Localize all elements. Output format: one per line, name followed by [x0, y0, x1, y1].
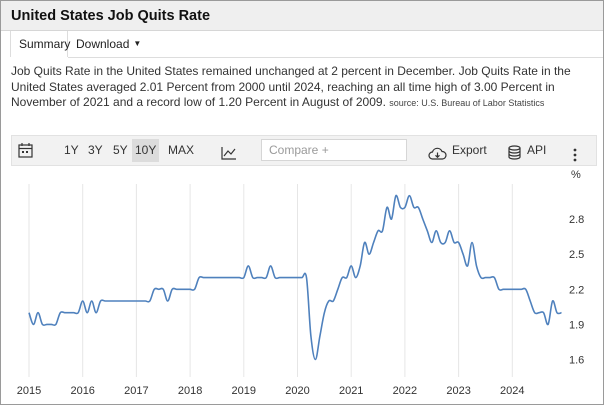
y-tick-label: 1.6 — [569, 354, 584, 366]
x-tick-label: 2023 — [446, 385, 470, 397]
grid-layer — [29, 184, 512, 377]
x-tick-label: 2017 — [124, 385, 148, 397]
x-tick-label: 2024 — [500, 385, 524, 397]
line-chart: 1.6 1.9 2.2 2.5 2.8 2015 2016 2017 2018 2019 2020… — [0, 0, 604, 405]
x-tick-label: 2022 — [393, 385, 417, 397]
x-tick-label: 2021 — [339, 385, 363, 397]
y-tick-label: 2.5 — [569, 249, 584, 261]
x-tick-label: 2015 — [17, 385, 41, 397]
series-line-job-quits-rate — [29, 195, 562, 359]
y-tick-label: 2.8 — [569, 214, 584, 226]
x-tick-label: 2020 — [285, 385, 309, 397]
y-axis-ticks: 1.6 1.9 2.2 2.5 2.8 — [569, 214, 584, 366]
y-axis-unit: % — [571, 169, 581, 181]
y-tick-label: 2.2 — [569, 284, 584, 296]
x-tick-label: 2016 — [70, 385, 94, 397]
x-axis-ticks: 2015 2016 2017 2018 2019 2020 2021 2022 2023 2024 — [17, 385, 525, 397]
x-tick-label: 2019 — [232, 385, 256, 397]
y-tick-label: 1.9 — [569, 319, 584, 331]
x-tick-label: 2018 — [178, 385, 202, 397]
